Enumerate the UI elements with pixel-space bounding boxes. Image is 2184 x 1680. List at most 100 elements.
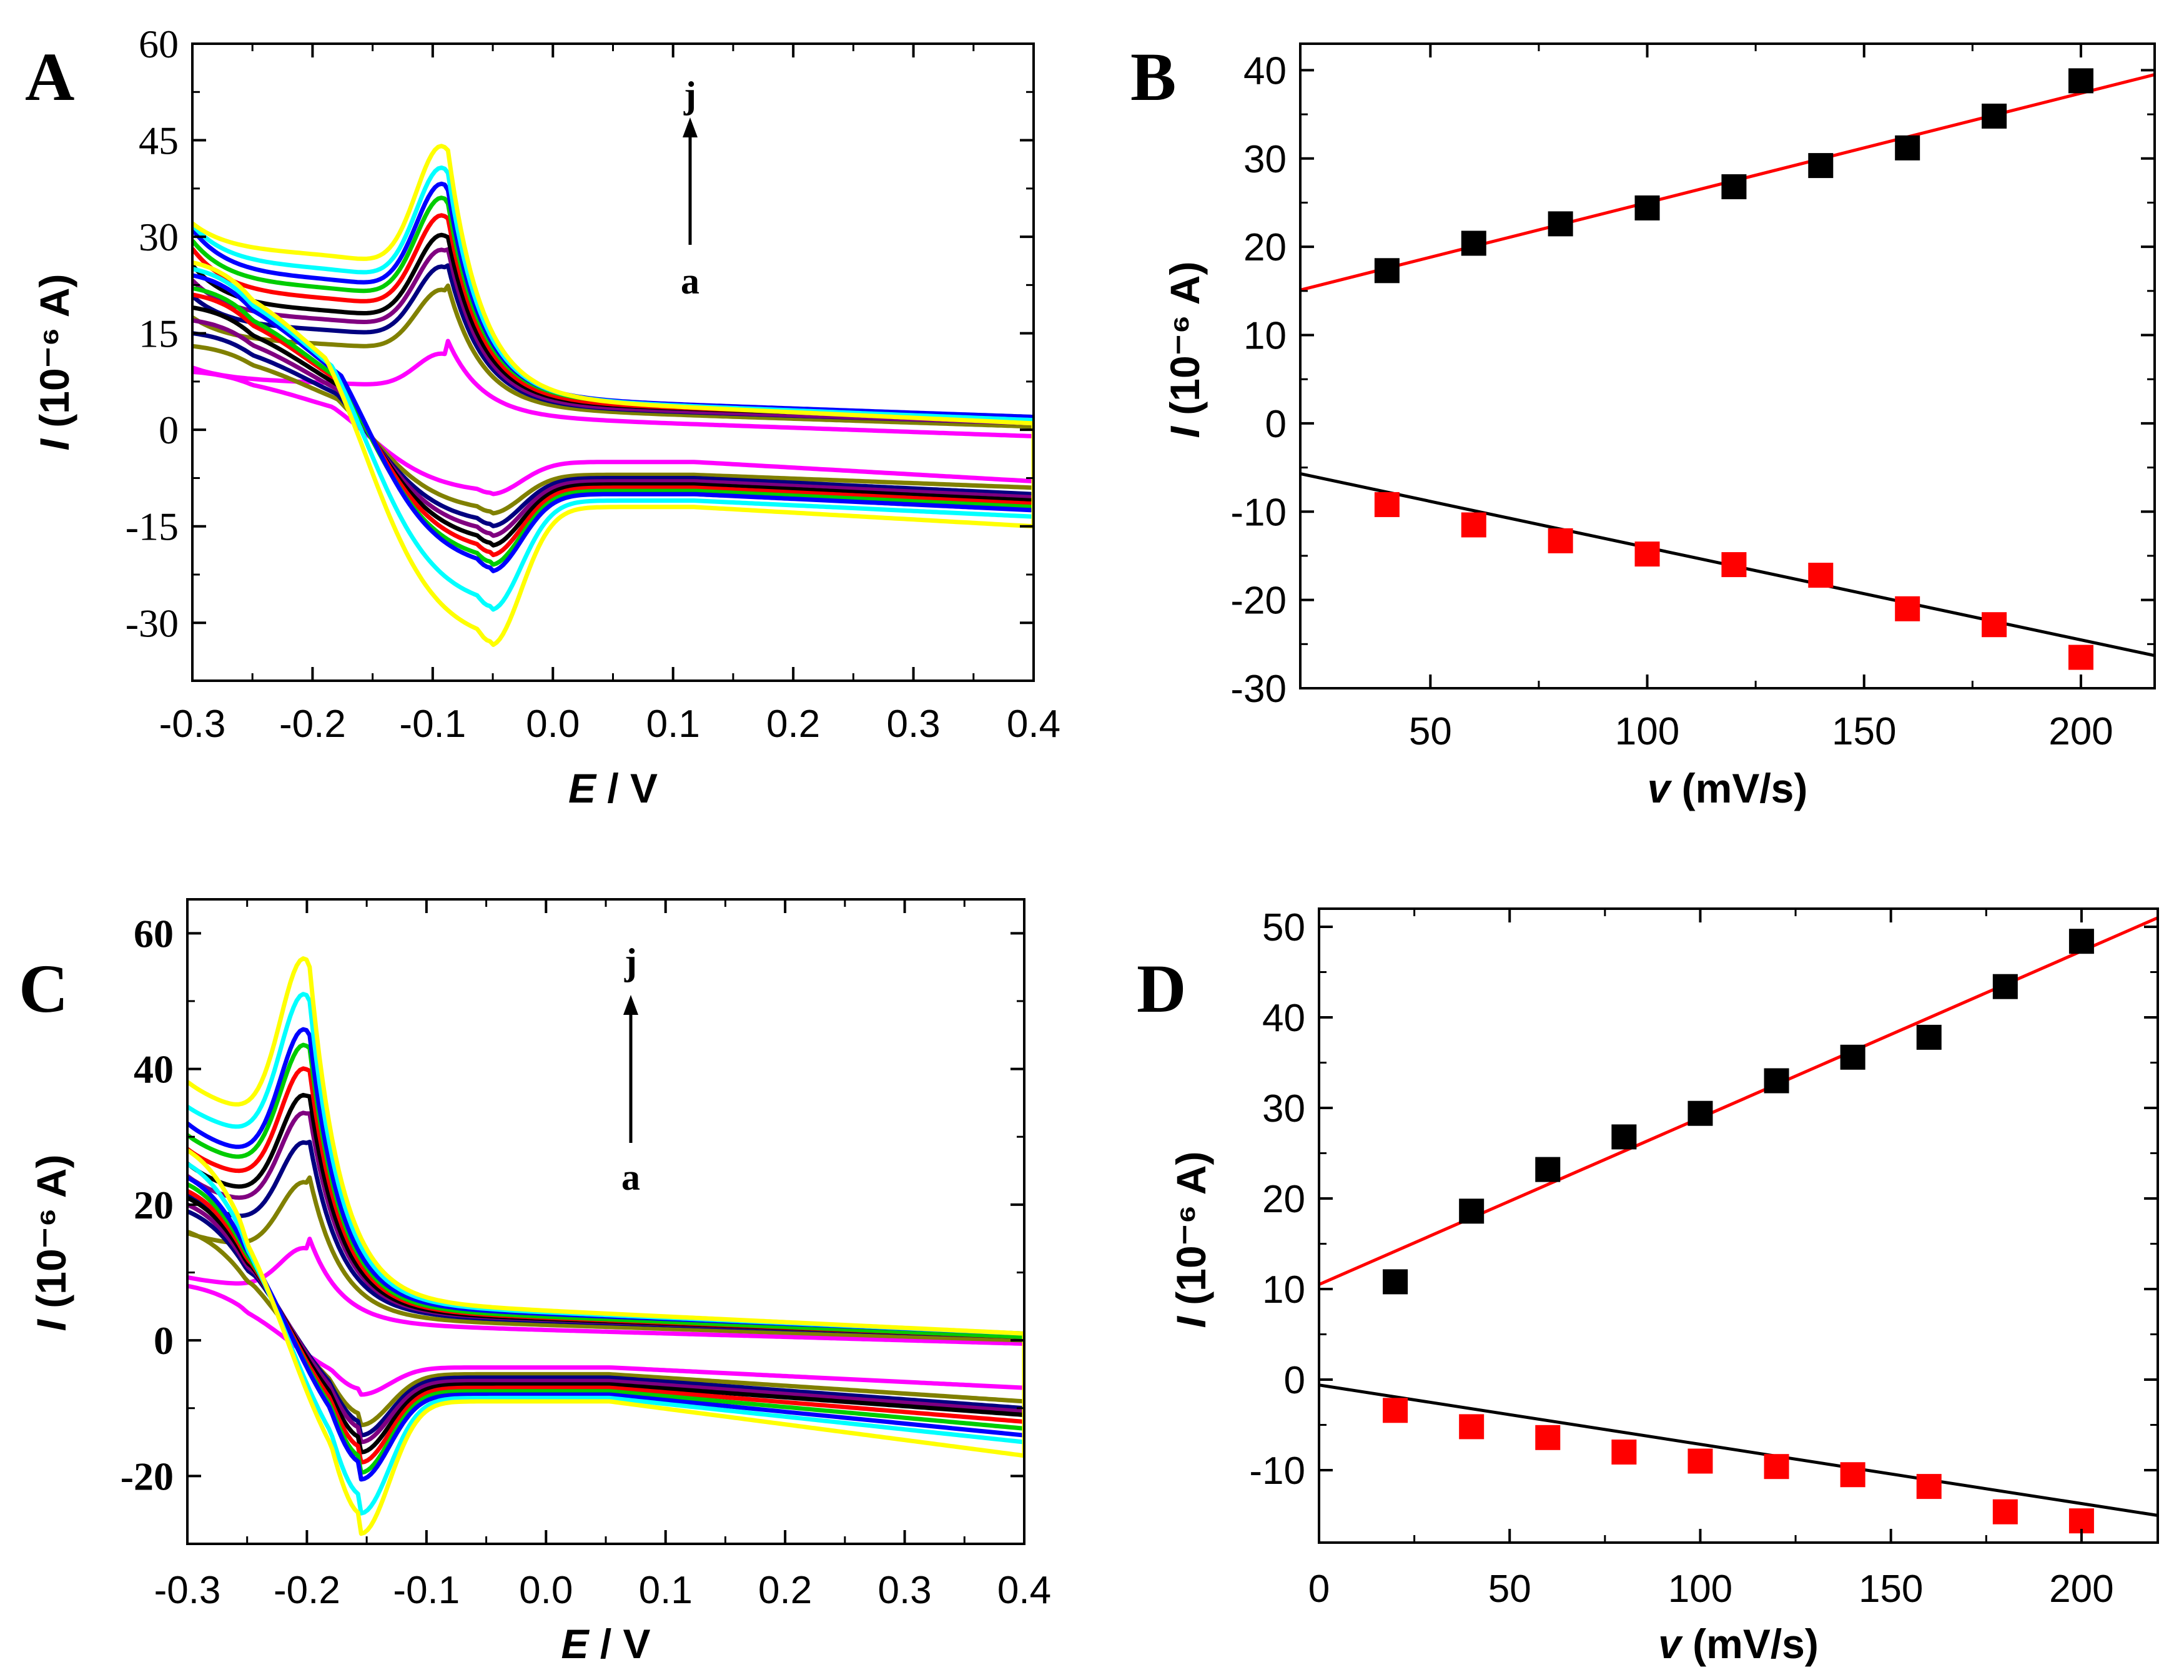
y-tick-label: 40 — [1243, 49, 1287, 92]
x-tick-label: -0.3 — [154, 1569, 221, 1612]
cv-curves — [192, 144, 1034, 647]
cv-curves — [187, 956, 1024, 1536]
x-axis-var: v — [1648, 765, 1673, 811]
cv-curve-j — [192, 144, 1034, 647]
x-axis-unit: (mV/s) — [1681, 1621, 1819, 1667]
y-tick-label: 30 — [1262, 1087, 1305, 1130]
y-tick-label: 20 — [134, 1183, 174, 1227]
y-tick-label: -10 — [1249, 1450, 1305, 1493]
x-tick-label: -0.2 — [274, 1569, 340, 1612]
x-axis-title: v (mV/s) — [1648, 765, 1808, 811]
data-point-anodic — [1840, 1044, 1865, 1070]
y-tick-label: 50 — [1262, 906, 1305, 949]
x-tick-label: 50 — [1488, 1568, 1531, 1611]
data-point-cathodic — [1721, 552, 1747, 578]
x-axis-title: v (mV/s) — [1658, 1621, 1819, 1667]
y-axis-var: I — [1168, 1315, 1214, 1328]
x-tick-label: 0.3 — [877, 1569, 931, 1612]
data-point-cathodic — [1840, 1462, 1865, 1488]
data-point-anodic — [1634, 195, 1660, 220]
data-point-cathodic — [1535, 1425, 1561, 1450]
x-axis-var: v — [1658, 1621, 1683, 1667]
y-tick-label: 30 — [1243, 138, 1287, 181]
x-tick-label: -0.1 — [399, 703, 466, 746]
y-axis-var: I — [31, 438, 77, 450]
y-tick-label: 0 — [154, 1318, 174, 1363]
x-tick-label: 0.4 — [1007, 703, 1060, 746]
y-axis-unit: (10⁻⁶ A) — [1162, 262, 1208, 427]
cv-curve-h — [192, 181, 1034, 573]
data-point-cathodic — [1764, 1454, 1789, 1480]
data-point-anodic — [1916, 1024, 1942, 1050]
data-point-anodic — [1459, 1198, 1485, 1224]
data-point-cathodic — [1548, 528, 1573, 553]
fit-line-cathodic — [1318, 1383, 2158, 1517]
y-tick-label: 0 — [1284, 1359, 1305, 1402]
y-tick-label: 10 — [1262, 1268, 1305, 1312]
y-tick-label: 10 — [1243, 315, 1287, 358]
data-point-anodic — [1548, 211, 1573, 237]
trend-arrow-head — [683, 117, 698, 137]
data-point-cathodic — [1374, 492, 1400, 517]
cv-curve-b — [192, 283, 1034, 516]
y-axis-unit: (10⁻⁶ A) — [31, 274, 77, 439]
data-point-anodic — [1808, 153, 1834, 179]
cv-curve-j — [187, 956, 1024, 1536]
panel-d: -10 0 10 20 30 40 50 0 50 100 150 200 v (mV/s) I (10⁻… — [1137, 906, 2159, 1667]
x-tick-label: 0.0 — [526, 703, 580, 746]
cv-curve-g — [192, 195, 1034, 567]
data-point-anodic — [1895, 135, 1920, 161]
cv-curve-a — [192, 338, 1034, 497]
panel-letter: D — [1137, 951, 1186, 1027]
cv-curve-f — [192, 213, 1034, 558]
data-point-cathodic — [2068, 645, 2093, 670]
data-point-cathodic — [1982, 612, 2007, 638]
y-tick-label: -30 — [1230, 668, 1287, 711]
data-point-cathodic — [1383, 1398, 1408, 1423]
arrow-end-label: j — [624, 941, 637, 982]
cv-curve-e — [192, 232, 1034, 548]
x-tick-label: 0.1 — [639, 1569, 693, 1612]
data-point-anodic — [1982, 103, 2007, 129]
data-point-cathodic — [1634, 541, 1660, 567]
arrow-end-label: j — [683, 74, 696, 116]
data-point-cathodic — [1687, 1448, 1713, 1474]
x-axis-unit: / V — [596, 765, 658, 811]
data-point-anodic — [1764, 1068, 1789, 1094]
panel-c: -20 0 20 40 60 -0.3 -0.2 -0.1 0.0 0.1 0.2 0.3 0.4 E /… — [19, 898, 1051, 1667]
x-tick-label: -0.1 — [393, 1569, 460, 1612]
arrow-start-label: a — [621, 1157, 640, 1198]
x-axis-unit: / V — [588, 1621, 650, 1667]
data-point-anodic — [2068, 929, 2094, 954]
y-axis-title: I (10⁻⁶ A) — [1168, 1152, 1214, 1328]
cv-curve-i — [192, 166, 1034, 612]
y-tick-label: 0 — [159, 408, 179, 452]
cv-curve-c — [192, 263, 1034, 528]
y-tick-label: 60 — [139, 22, 179, 66]
panel-letter: A — [25, 39, 74, 115]
panel-b: -30 -20 -10 0 10 20 30 40 50 100 150 200 v (mV/s) I (… — [1130, 39, 2156, 811]
cv-curve-a — [187, 1237, 1024, 1397]
x-axis-var: E — [568, 765, 597, 811]
data-point-cathodic — [1916, 1474, 1942, 1500]
x-axis-var: E — [561, 1621, 590, 1667]
data-point-anodic — [1535, 1157, 1561, 1182]
cv-curve-g — [187, 1042, 1024, 1475]
y-tick-label: -30 — [126, 601, 179, 645]
x-tick-label: 100 — [1615, 710, 1679, 753]
panel-a: -30 -15 0 15 30 45 60 -0.3 -0.2 -0.1 0.0 0.1 0.2 0.3 0… — [25, 22, 1060, 811]
y-tick-label: 20 — [1262, 1178, 1305, 1221]
data-point-cathodic — [1611, 1440, 1637, 1465]
cv-curve-d — [192, 247, 1034, 538]
arrow-start-label: a — [681, 260, 699, 302]
y-tick-label: -10 — [1230, 491, 1287, 534]
plot-frame — [1299, 42, 2156, 689]
x-tick-label: 0.2 — [758, 1569, 812, 1612]
y-tick-label: 60 — [134, 911, 174, 956]
x-tick-label: 0.0 — [519, 1569, 573, 1612]
x-tick-label: 100 — [1668, 1568, 1732, 1611]
x-tick-label: 200 — [2048, 710, 2113, 753]
x-tick-label: 150 — [1832, 710, 1896, 753]
data-point-cathodic — [1461, 512, 1486, 538]
